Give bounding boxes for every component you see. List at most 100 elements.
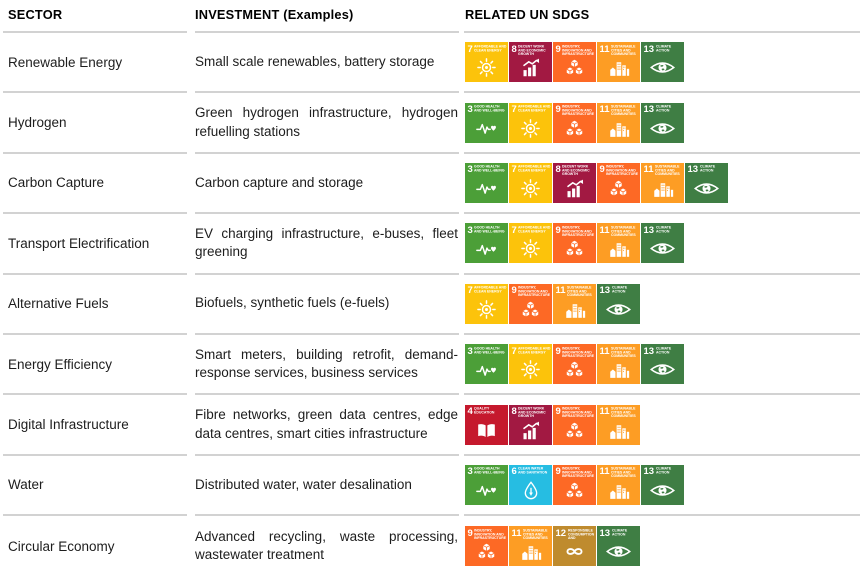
sdg-badge-header: 13 CLIMATE ACTION <box>641 344 684 357</box>
sdg-badge-header: 3 GOOD HEALTH AND WELL-BEING <box>465 223 508 236</box>
sdg-label: AFFORDABLE AND CLEAN ENERGY <box>474 286 507 294</box>
sdg-number: 13 <box>599 527 611 539</box>
sdg-11-badge: 11 SUSTAINABLE CITIES AND COMMUNITIES <box>597 102 640 143</box>
sdg-badge-header: 11 SUSTAINABLE CITIES AND COMMUNITIES <box>509 526 552 540</box>
sdg-number: 11 <box>511 527 522 539</box>
sdg-label: DECENT WORK AND ECONOMIC GROWTH <box>562 165 590 177</box>
sdg-badge-header: 11 SUSTAINABLE CITIES AND COMMUNITIES <box>597 344 640 358</box>
sdg-badge-header: 9 INDUSTRY, INNOVATION AND INFRASTRUCTUR… <box>553 405 596 418</box>
sdg-9-badge: 9 INDUSTRY, INNOVATION AND INFRASTRUCTUR… <box>553 42 596 83</box>
sdg-number: 9 <box>467 527 473 539</box>
investment-examples: Distributed water, water desalination <box>195 456 459 517</box>
sdg-11-badge: 11 SUSTAINABLE CITIES AND COMMUNITIES <box>597 344 640 385</box>
sdg-badge-header: 7 AFFORDABLE AND CLEAN ENERGY <box>465 42 508 55</box>
sdg-badge-header: 7 AFFORDABLE AND CLEAN ENERGY <box>509 344 552 357</box>
sdg-label: CLIMATE ACTION <box>655 346 671 354</box>
table-body: Renewable Energy Small scale renewables,… <box>3 33 863 577</box>
sdg-label: SUSTAINABLE CITIES AND COMMUNITIES <box>567 286 592 298</box>
sdg-label: INDUSTRY, INNOVATION AND INFRASTRUCTURE <box>562 105 595 117</box>
investment-text: Advanced recycling, waste processing, wa… <box>195 528 458 563</box>
sdg-number: 11 <box>599 43 610 55</box>
sdg-label: SUSTAINABLE CITIES AND COMMUNITIES <box>611 44 636 56</box>
city-buildings-icon <box>597 418 640 445</box>
eye-globe-icon <box>597 297 640 324</box>
sdg-number: 13 <box>643 466 655 478</box>
sdg-label: DECENT WORK AND ECONOMIC GROWTH <box>518 407 546 419</box>
sdg-13-badge: 13 CLIMATE ACTION <box>597 526 640 567</box>
investment-examples: Smart meters, building retrofit, demand-… <box>195 335 459 396</box>
table-row: Alternative Fuels Biofuels, synthetic fu… <box>3 275 863 335</box>
sun-icon <box>509 236 552 263</box>
sdg-label: SUSTAINABLE CITIES AND COMMUNITIES <box>611 467 636 479</box>
sdg-badge-strip: 7 AFFORDABLE AND CLEAN ENERGY 8 DECENT W… <box>464 33 860 94</box>
sdg-badge-header: 11 SUSTAINABLE CITIES AND COMMUNITIES <box>597 103 640 116</box>
sdg-number: 13 <box>599 285 611 297</box>
cubes-icon <box>509 297 552 324</box>
sdg-badge-header: 9 INDUSTRY, INNOVATION AND INFRASTRUCTUR… <box>465 526 508 540</box>
sdg-label: QUALITY EDUCATION <box>474 407 495 415</box>
sdg-badge-header: 3 GOOD HEALTH AND WELL-BEING <box>465 103 508 116</box>
eye-globe-icon <box>641 357 684 384</box>
sdg-9-badge: 9 INDUSTRY, INNOVATION AND INFRASTRUCTUR… <box>553 404 596 445</box>
sdg-13-badge: 13 CLIMATE ACTION <box>641 464 684 505</box>
sdg-number: 4 <box>467 406 473 418</box>
sdg-7-badge: 7 AFFORDABLE AND CLEAN ENERGY <box>509 223 552 264</box>
cubes-icon <box>553 236 596 263</box>
sdg-label: AFFORDABLE AND CLEAN ENERGY <box>518 346 551 354</box>
investment-text: Biofuels, synthetic fuels (e-fuels) <box>195 295 390 311</box>
sector-name: Renewable Energy <box>3 33 187 94</box>
sdg-label: SUSTAINABLE CITIES AND COMMUNITIES <box>523 528 548 540</box>
heartbeat-icon <box>465 116 508 143</box>
sdg-number: 11 <box>599 406 610 418</box>
table-row: Transport Electrification EV charging in… <box>3 214 863 275</box>
sdg-badge-strip: 9 INDUSTRY, INNOVATION AND INFRASTRUCTUR… <box>464 516 860 576</box>
sdg-7-badge: 7 AFFORDABLE AND CLEAN ENERGY <box>509 162 552 203</box>
sdg-13-badge: 13 CLIMATE ACTION <box>641 223 684 264</box>
sdg-label: INDUSTRY, INNOVATION AND INFRASTRUCTURE <box>606 165 639 177</box>
sdg-label: AFFORDABLE AND CLEAN ENERGY <box>518 105 551 113</box>
sdg-number: 13 <box>643 43 655 55</box>
sdg-label: GOOD HEALTH AND WELL-BEING <box>474 225 505 234</box>
sdg-3-badge: 3 GOOD HEALTH AND WELL-BEING <box>465 464 508 505</box>
sdg-9-badge: 9 INDUSTRY, INNOVATION AND INFRASTRUCTUR… <box>553 223 596 264</box>
city-buildings-icon <box>597 236 640 263</box>
sdg-badge-header: 13 CLIMATE ACTION <box>641 103 684 116</box>
table-row: Hydrogen Green hydrogen infrastructure, … <box>3 93 863 154</box>
sdg-13-badge: 13 CLIMATE ACTION <box>641 102 684 143</box>
sdg-number: 8 <box>555 164 561 176</box>
sdg-7-badge: 7 AFFORDABLE AND CLEAN ENERGY <box>509 102 552 143</box>
sdg-badge-header: 8 DECENT WORK AND ECONOMIC GROWTH <box>509 405 552 418</box>
sdg-11-badge: 11 SUSTAINABLE CITIES AND COMMUNITIES <box>553 283 596 324</box>
sdg-13-badge: 13 CLIMATE ACTION <box>641 42 684 83</box>
sdg-badge-header: 8 DECENT WORK AND ECONOMIC GROWTH <box>509 42 552 56</box>
open-book-icon <box>465 418 508 445</box>
sdg-label: AFFORDABLE AND CLEAN ENERGY <box>518 225 551 234</box>
sdg-number: 3 <box>467 164 473 176</box>
sdg-9-badge: 9 INDUSTRY, INNOVATION AND INFRASTRUCTUR… <box>509 283 552 324</box>
city-buildings-icon <box>509 539 552 566</box>
sdg-13-badge: 13 CLIMATE ACTION <box>685 162 728 203</box>
sdg-label: INDUSTRY, INNOVATION AND INFRASTRUCTURE <box>474 528 507 540</box>
sdg-badge-header: 6 CLEAN WATER AND SANITATION <box>509 465 552 478</box>
sdg-label: CLIMATE ACTION <box>699 165 715 173</box>
column-header-related-un-sdgs: RELATED UN SDGS <box>464 0 860 33</box>
sector-name: Water <box>3 456 187 517</box>
sdg-number: 11 <box>643 164 654 176</box>
sdg-badge-header: 9 INDUSTRY, INNOVATION AND INFRASTRUCTUR… <box>509 284 552 297</box>
sdg-11-badge: 11 SUSTAINABLE CITIES AND COMMUNITIES <box>641 162 684 203</box>
table-row: Carbon Capture Carbon capture and storag… <box>3 154 863 215</box>
sdg-badge-header: 13 CLIMATE ACTION <box>641 465 684 478</box>
sdg-number: 9 <box>555 345 561 357</box>
sun-icon <box>509 116 552 143</box>
cubes-icon <box>553 357 596 384</box>
investment-text: Carbon capture and storage <box>195 174 364 190</box>
sdg-badge-header: 9 INDUSTRY, INNOVATION AND INFRASTRUCTUR… <box>597 163 640 176</box>
sdg-badge-header: 9 INDUSTRY, INNOVATION AND INFRASTRUCTUR… <box>553 465 596 478</box>
sdg-badge-header: 4 QUALITY EDUCATION <box>465 405 508 418</box>
sdg-number: 6 <box>511 466 517 478</box>
sdg-3-badge: 3 GOOD HEALTH AND WELL-BEING <box>465 162 508 203</box>
sdg-badge-header: 11 SUSTAINABLE CITIES AND COMMUNITIES <box>597 405 640 418</box>
eye-globe-icon <box>597 539 640 566</box>
growth-chart-icon <box>553 176 596 203</box>
cubes-icon <box>553 55 596 82</box>
